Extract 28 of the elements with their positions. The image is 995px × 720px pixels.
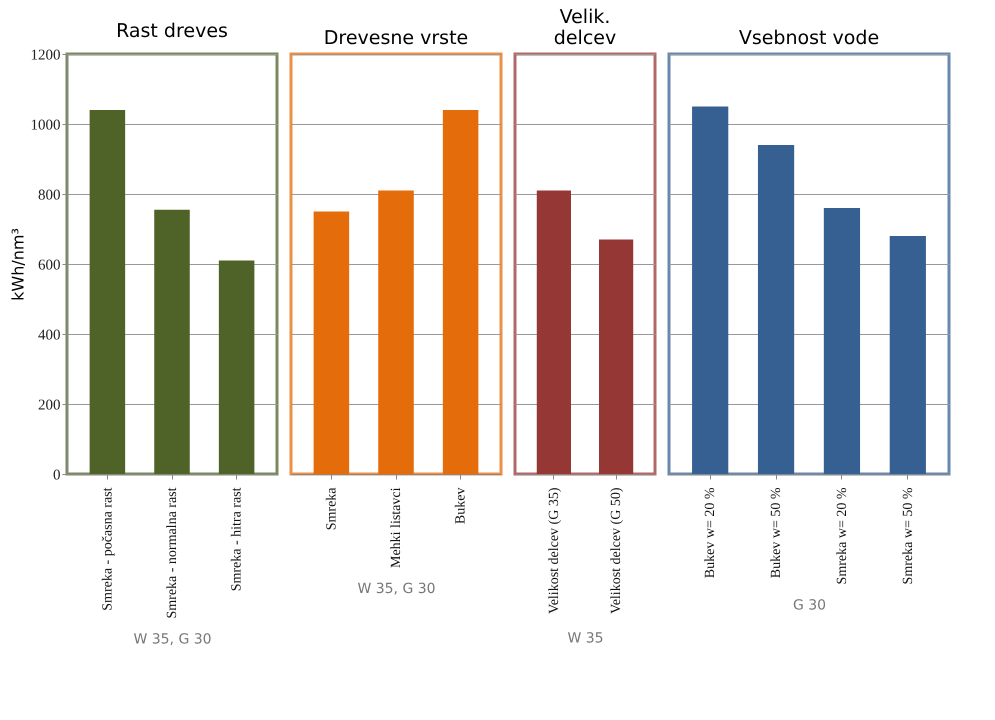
x-tick-label: Smreka w= 20 % [834,487,850,584]
y-tick-label: 400 [38,328,60,344]
x-tick-label: Smreka w= 50 % [900,487,916,584]
x-tick-label: Bukev w= 20 % [703,487,718,578]
y-tick-label: 1000 [30,118,60,134]
x-tick-label: Bukev [454,488,469,524]
y-axis-title: kWh/nm³ [8,228,28,301]
x-tick-label: Smreka - hitra rast [230,487,245,592]
x-tick-label: Velikost delcev (G 50) [609,487,624,614]
x-tick-label: Smreka - počasna rast [100,487,116,611]
text: G 30 [792,597,826,614]
x-tick-label: Smreka [324,486,340,530]
text: W 35, G 30 [357,580,436,597]
y-tick-label: 600 [38,258,60,274]
x-tick-label: Mehki listavci [389,487,404,568]
x-tick-label: Velikost delcev (G 35) [546,487,562,614]
chart-title: Rast dreves [116,20,228,42]
text: W 35 [567,630,604,646]
text: W 35, G 30 [133,632,212,648]
y-tick-label: 0 [53,468,60,484]
chart-title: Velik. delcev [554,6,616,49]
y-tick-label: 200 [38,398,60,414]
x-tick-label: Smreka - normalna rast [165,487,180,619]
chart-title: Vsebnost vode [738,27,880,49]
x-tick-label: Bukev w= 50 % [769,487,784,578]
y-tick-label: 800 [38,188,60,204]
y-tick-label: 1200 [30,48,60,64]
chart-title: Drevesne vrste [324,27,468,49]
